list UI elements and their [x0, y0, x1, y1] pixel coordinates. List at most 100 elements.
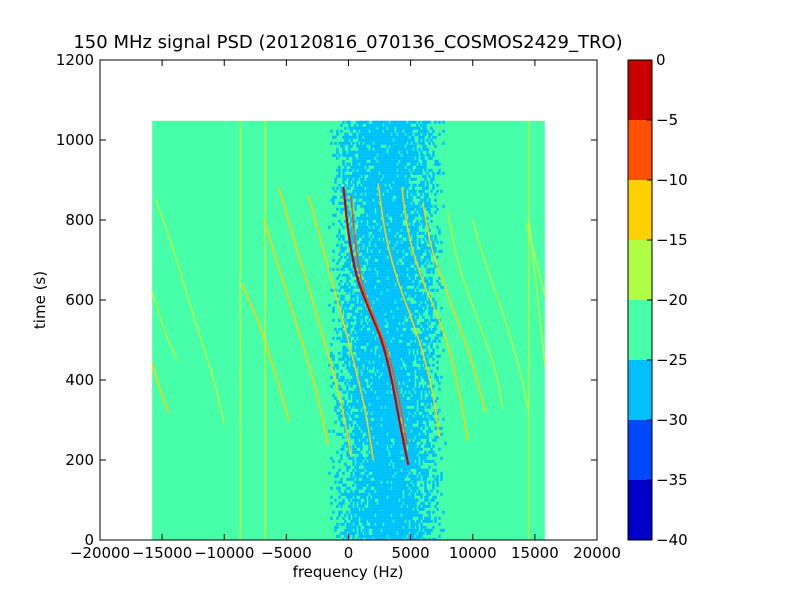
noise-cell	[382, 309, 385, 313]
noise-cell	[426, 432, 429, 436]
noise-cell	[386, 228, 389, 232]
noise-cell	[364, 465, 367, 469]
noise-cell	[388, 297, 391, 301]
noise-cell	[402, 204, 405, 208]
noise-cell	[396, 468, 399, 472]
noise-cell	[388, 504, 391, 508]
noise-cell	[350, 225, 353, 229]
noise-cell	[398, 450, 401, 454]
noise-cell	[348, 153, 351, 157]
noise-cell	[424, 168, 427, 172]
noise-cell	[398, 348, 401, 352]
noise-cell	[420, 165, 423, 169]
noise-cell	[372, 459, 375, 463]
noise-cell	[362, 132, 365, 136]
noise-cell	[380, 510, 383, 514]
noise-cell	[388, 264, 391, 268]
noise-cell	[414, 162, 417, 166]
noise-cell	[368, 276, 371, 280]
noise-cell	[438, 381, 441, 385]
noise-cell	[352, 402, 355, 406]
noise-cell	[360, 453, 363, 457]
noise-cell	[382, 258, 385, 262]
noise-cell	[404, 249, 407, 253]
noise-cell	[382, 159, 385, 163]
noise-cell	[380, 531, 383, 535]
noise-cell	[372, 354, 375, 358]
noise-cell	[392, 477, 395, 481]
noise-cell	[380, 408, 383, 412]
noise-cell	[424, 330, 427, 334]
noise-cell	[360, 228, 363, 232]
noise-cell	[420, 282, 423, 286]
noise-cell	[382, 213, 385, 217]
noise-cell	[400, 321, 403, 325]
noise-cell	[380, 150, 383, 154]
noise-cell	[382, 393, 385, 397]
noise-cell	[410, 498, 413, 502]
noise-cell	[364, 480, 367, 484]
noise-cell	[416, 132, 419, 136]
noise-cell	[390, 138, 393, 142]
noise-cell	[338, 534, 341, 538]
noise-cell	[410, 282, 413, 286]
noise-cell	[440, 528, 443, 532]
noise-cell	[354, 525, 357, 529]
noise-cell	[364, 333, 367, 337]
noise-cell	[388, 303, 391, 307]
noise-cell	[374, 273, 377, 277]
noise-cell	[412, 525, 415, 529]
noise-cell	[394, 120, 397, 124]
noise-cell	[376, 276, 379, 280]
noise-cell	[354, 387, 357, 391]
noise-cell	[372, 309, 375, 313]
noise-cell	[386, 123, 389, 127]
noise-cell	[392, 363, 395, 367]
noise-cell	[428, 309, 431, 313]
noise-cell	[354, 174, 357, 178]
noise-cell	[400, 174, 403, 178]
noise-cell	[380, 501, 383, 505]
noise-cell	[374, 360, 377, 364]
noise-cell	[374, 384, 377, 388]
noise-cell	[344, 336, 347, 340]
noise-cell	[420, 153, 423, 157]
noise-cell	[330, 486, 333, 490]
noise-cell	[380, 351, 383, 355]
noise-cell	[426, 489, 429, 493]
noise-cell	[400, 159, 403, 163]
noise-cell	[422, 213, 425, 217]
noise-cell	[386, 435, 389, 439]
noise-cell	[336, 267, 339, 271]
noise-cell	[370, 297, 373, 301]
noise-cell	[394, 219, 397, 223]
noise-cell	[360, 411, 363, 415]
noise-cell	[382, 414, 385, 418]
noise-cell	[368, 387, 371, 391]
noise-cell	[404, 225, 407, 229]
noise-cell	[358, 201, 361, 205]
noise-cell	[420, 189, 423, 193]
noise-cell	[430, 309, 433, 313]
noise-cell	[404, 510, 407, 514]
noise-cell	[388, 210, 391, 214]
noise-cell	[416, 357, 419, 361]
noise-cell	[338, 336, 341, 340]
noise-cell	[410, 354, 413, 358]
noise-cell	[424, 516, 427, 520]
noise-cell	[392, 414, 395, 418]
noise-cell	[364, 153, 367, 157]
noise-cell	[370, 252, 373, 256]
noise-cell	[366, 207, 369, 211]
noise-cell	[364, 144, 367, 148]
noise-cell	[402, 153, 405, 157]
noise-cell	[368, 315, 371, 319]
noise-cell	[404, 414, 407, 418]
noise-cell	[372, 303, 375, 307]
noise-cell	[350, 324, 353, 328]
noise-cell	[390, 135, 393, 139]
noise-cell	[430, 459, 433, 463]
noise-cell	[376, 228, 379, 232]
noise-cell	[388, 327, 391, 331]
noise-cell	[386, 438, 389, 442]
